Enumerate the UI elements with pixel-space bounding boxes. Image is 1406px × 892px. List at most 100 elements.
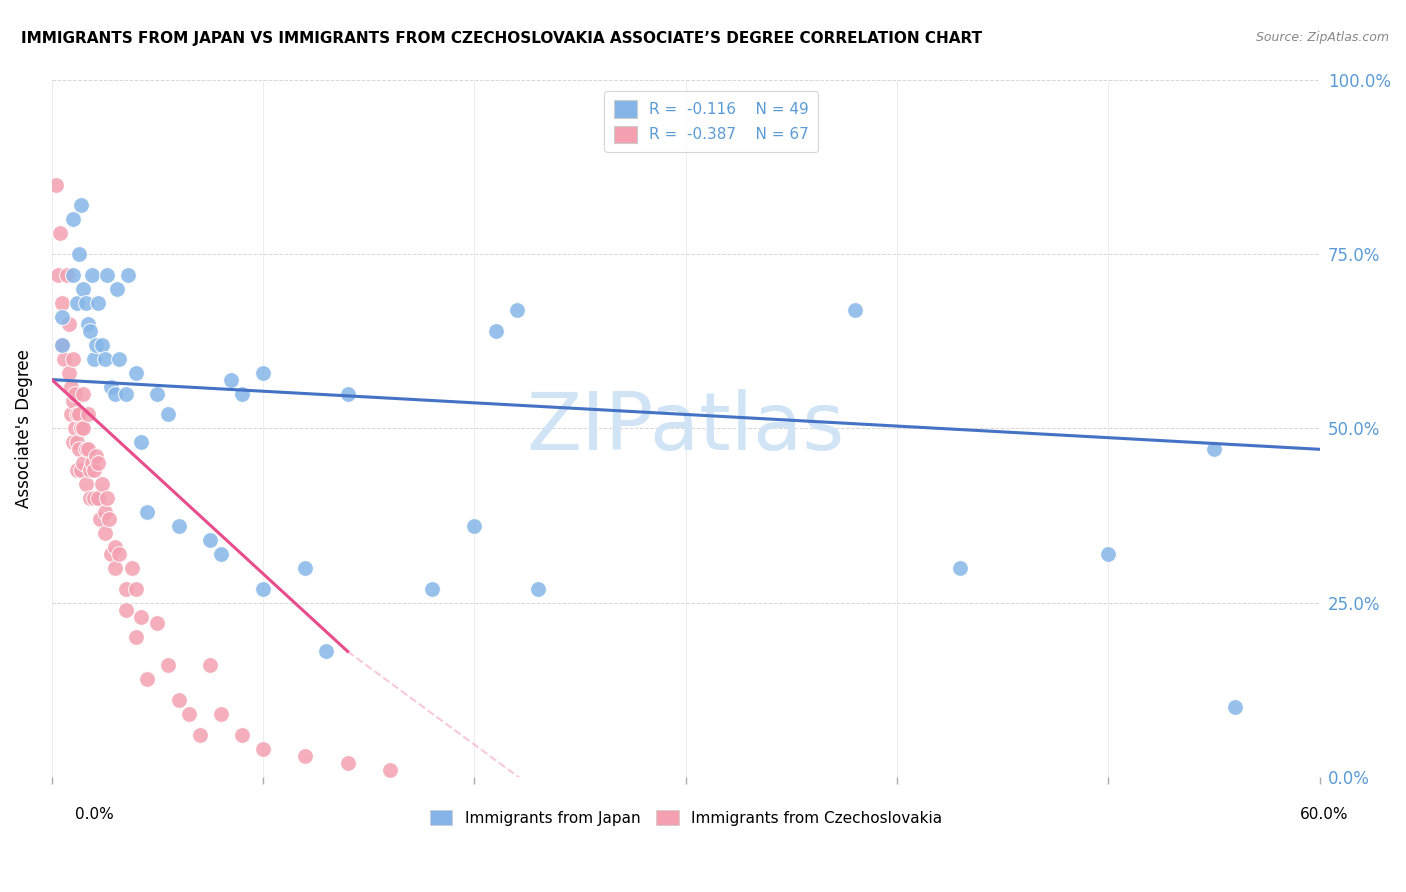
Point [66,408,89,422]
Point [83,351,105,366]
Point [66,435,89,450]
Point [463,519,485,533]
Point [97,512,120,526]
Point [76,442,98,457]
Point [129,435,152,450]
Text: ZIPatlas: ZIPatlas [527,390,845,467]
Point [72,386,94,401]
Point [231,386,253,401]
Point [179,707,201,722]
Point [209,707,232,722]
Point [156,658,179,673]
Point [188,728,211,742]
Point [1202,442,1225,457]
Point [336,386,359,401]
Text: 60.0%: 60.0% [1301,807,1348,822]
Point [76,408,98,422]
Point [221,373,243,387]
Point [294,560,316,574]
Point [91,338,114,352]
Point [72,421,94,435]
Point [420,582,443,596]
Point [526,582,548,596]
Point [79,324,101,338]
Point [51,338,73,352]
Point [135,505,157,519]
Point [89,512,111,526]
Point [83,463,105,477]
Point [79,463,101,477]
Point [67,442,90,457]
Point [252,366,274,380]
Point [100,379,122,393]
Point [51,338,73,352]
Point [96,268,118,282]
Point [46,268,69,282]
Point [67,408,90,422]
Text: 0.0%: 0.0% [75,807,114,822]
Point [63,386,86,401]
Point [121,560,143,574]
Point [1223,700,1246,714]
Point [87,456,110,470]
Point [70,463,93,477]
Text: Source: ZipAtlas.com: Source: ZipAtlas.com [1256,31,1389,45]
Point [59,408,82,422]
Point [104,540,127,554]
Point [114,386,136,401]
Point [76,317,98,331]
Point [315,644,337,658]
Point [62,268,84,282]
Point [80,456,103,470]
Point [125,366,148,380]
Point [53,351,76,366]
Point [114,582,136,596]
Point [84,338,107,352]
Point [93,525,115,540]
Point [63,421,86,435]
Point [252,582,274,596]
Point [108,547,131,561]
Point [79,491,101,505]
Point [108,351,131,366]
Point [167,693,190,707]
Point [91,477,114,491]
Point [51,310,73,324]
Legend: R =  -0.116    N = 49, R =  -0.387    N = 67: R = -0.116 N = 49, R = -0.387 N = 67 [605,91,818,153]
Y-axis label: Associate's Degree: Associate's Degree [15,349,32,508]
Point [104,386,127,401]
Point [294,748,316,763]
Point [146,616,169,631]
Point [75,477,97,491]
Point [84,450,107,464]
Point [105,282,128,296]
Point [75,296,97,310]
Point [125,631,148,645]
Point [104,560,127,574]
Point [129,609,152,624]
Point [75,442,97,457]
Point [87,491,110,505]
Point [70,421,93,435]
Point [252,742,274,756]
Point [66,296,89,310]
Point [49,227,72,241]
Point [62,212,84,227]
Point [67,247,90,261]
Point [62,435,84,450]
Point [72,456,94,470]
Point [378,763,401,777]
Point [100,547,122,561]
Point [45,178,67,192]
Point [336,756,359,770]
Point [66,463,89,477]
Point [135,672,157,686]
Point [93,351,115,366]
Point [125,582,148,596]
Point [156,408,179,422]
Point [70,198,93,212]
Point [1097,547,1119,561]
Point [96,491,118,505]
Point [80,268,103,282]
Point [93,505,115,519]
